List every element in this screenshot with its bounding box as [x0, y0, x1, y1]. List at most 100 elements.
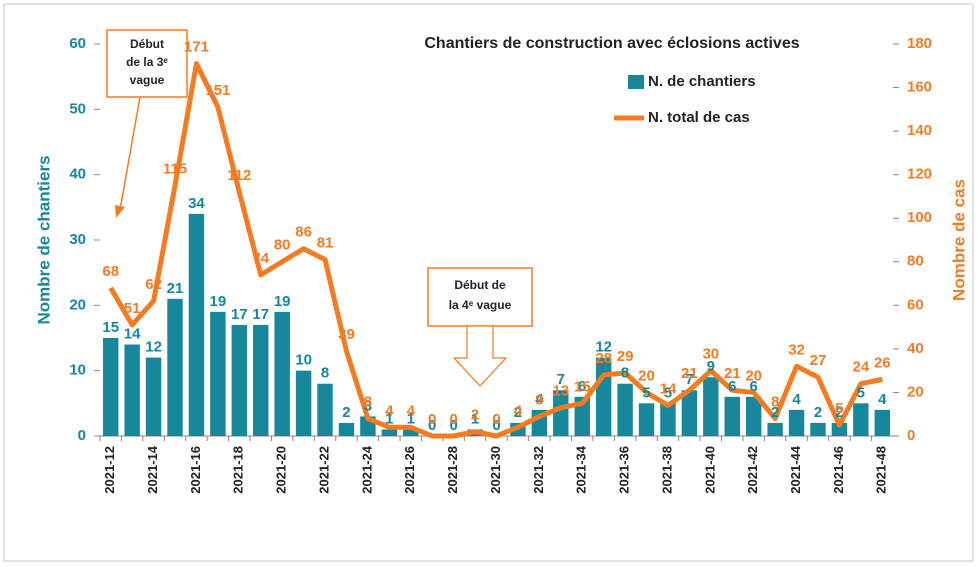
data-label: 7 [557, 371, 565, 388]
bar [810, 422, 826, 436]
annotation-text: Début [130, 37, 164, 51]
data-label: 5 [664, 384, 672, 401]
data-label: 10 [295, 352, 312, 369]
legend-label: N. de chantiers [648, 73, 756, 90]
data-label: 6 [728, 378, 736, 395]
y-axis-label: Nombre de chantiers [34, 155, 53, 324]
data-label: 80 [274, 237, 291, 254]
bar [381, 429, 398, 436]
bar [167, 298, 183, 436]
x-tick-label: 2021-34 [574, 445, 589, 493]
x-tick-label: 2021-38 [659, 446, 674, 494]
y-tick-label: 20 [69, 296, 86, 313]
data-label: 17 [252, 306, 269, 323]
data-label: 112 [227, 167, 251, 184]
data-label: 151 [205, 82, 230, 99]
data-label: 0 [449, 411, 457, 428]
annotation-box [106, 29, 188, 98]
y2-tick-label: 0 [907, 427, 915, 444]
legend-label: N. total de cas [648, 109, 750, 126]
data-label: 0 [428, 417, 436, 434]
data-label: 68 [102, 263, 119, 280]
data-label: 171 [184, 39, 209, 56]
x-tick-label: 2021-24 [359, 445, 374, 493]
annotation-text: de la 3ᵉ [126, 55, 168, 69]
data-label: 6 [750, 378, 758, 395]
data-label: 8 [771, 394, 779, 411]
data-label: 13 [552, 383, 569, 400]
x-tick-label: 2021-28 [445, 446, 460, 494]
annotation-arrow [119, 96, 141, 211]
bar [317, 383, 333, 436]
bar [595, 357, 612, 436]
line [108, 61, 883, 439]
data-label: 21 [724, 365, 741, 382]
data-label: 12 [595, 339, 612, 356]
data-label: 20 [745, 367, 762, 384]
bar [403, 429, 419, 436]
data-label: 2 [471, 407, 479, 424]
data-label: 1 [385, 410, 393, 427]
data-label: 29 [617, 348, 634, 365]
annotation-text: vague [130, 73, 165, 87]
data-label: 1 [471, 410, 479, 427]
y-tick-label: 50 [69, 100, 86, 117]
y2-tick-label: 140 [907, 122, 932, 139]
y2-tick-label: 20 [907, 383, 924, 400]
bar [788, 409, 805, 436]
data-label: 4 [385, 402, 394, 419]
bar [231, 324, 248, 436]
data-label: 27 [810, 352, 827, 369]
annotation-text: Début de [454, 278, 506, 292]
x-tick-label: 2021-36 [617, 446, 632, 494]
data-label: 115 [163, 161, 187, 178]
x-tick-label: 2021-16 [188, 446, 203, 494]
bar [124, 344, 140, 436]
bar [638, 403, 655, 436]
x-tick-label: 2021-32 [531, 446, 546, 494]
data-label: 5 [835, 400, 843, 417]
data-label: 1 [407, 410, 415, 427]
bar [681, 390, 698, 436]
data-label: 21 [167, 280, 184, 297]
x-tick-label: 2021-12 [102, 446, 117, 494]
data-label: 81 [317, 235, 334, 252]
y2-tick-label: 80 [907, 253, 924, 270]
bar [338, 422, 355, 436]
bar [274, 311, 290, 436]
data-label: 4 [514, 402, 523, 419]
data-label: 14 [660, 380, 677, 397]
x-tick-label: 2021-46 [831, 446, 846, 494]
bar [703, 377, 719, 436]
data-label: 2 [835, 404, 843, 421]
data-label: 24 [853, 359, 870, 376]
data-label: 5 [857, 384, 865, 401]
chart-title: Chantiers de construction avec éclosions… [424, 35, 799, 52]
annotation-box [427, 267, 533, 327]
bar [145, 357, 162, 436]
data-label: 12 [145, 339, 162, 356]
bar [617, 383, 633, 436]
x-tick-label: 2021-20 [274, 446, 289, 494]
data-label: 2 [771, 404, 779, 421]
y-tick-label: 0 [78, 427, 86, 444]
data-label: 9 [707, 358, 715, 375]
bar [853, 403, 869, 436]
data-label: 15 [574, 378, 591, 395]
bar [253, 324, 269, 436]
bar [724, 396, 740, 436]
data-label: 4 [878, 391, 887, 408]
x-tick-label: 2021-42 [745, 446, 760, 494]
bar [295, 370, 312, 436]
x-tick-label: 2021-18 [231, 446, 246, 494]
y2-tick-label: 160 [907, 79, 932, 96]
y2-tick-label: 60 [907, 296, 924, 313]
bar [188, 213, 205, 436]
bar [553, 390, 569, 436]
data-label: 0 [492, 411, 500, 428]
data-label: 4 [535, 391, 544, 408]
y2-tick-label: 40 [907, 340, 924, 357]
data-label: 62 [145, 276, 162, 293]
data-label: 39 [338, 326, 355, 343]
x-tick-label: 2021-48 [874, 446, 889, 494]
